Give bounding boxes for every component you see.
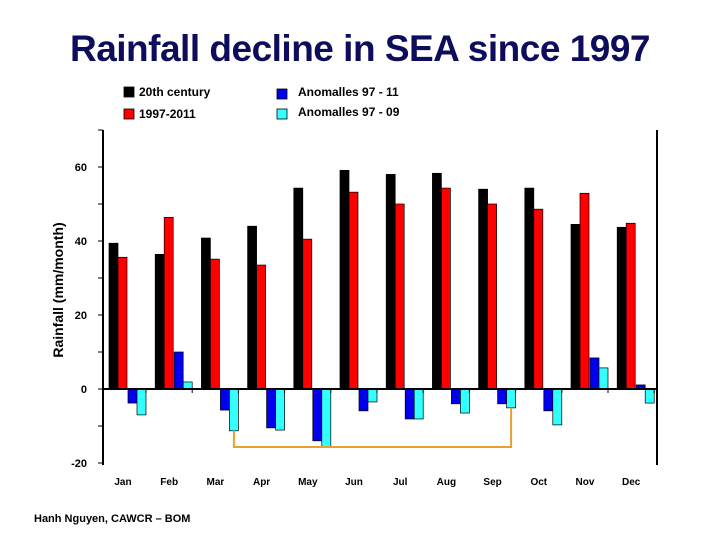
bar-feb-series-2 xyxy=(173,351,184,390)
bar-nov-series-1 xyxy=(579,192,590,390)
x-tick-label-apr: Apr xyxy=(253,477,270,488)
bar-feb-series-1 xyxy=(163,216,174,390)
bar-nov-series-0 xyxy=(570,224,581,390)
bar-aug-series-1 xyxy=(441,187,451,390)
legend-swatch-1 xyxy=(123,108,135,120)
bar-dec-series-3 xyxy=(644,388,655,404)
y-tick-label: 0 xyxy=(81,384,87,396)
bar-aug-series-3 xyxy=(460,388,470,414)
x-tick-label-jan: Jan xyxy=(114,477,131,488)
bar-may-series-2 xyxy=(312,388,323,442)
bar-jun-series-1 xyxy=(348,191,359,390)
bar-jan-series-0 xyxy=(108,242,119,390)
bar-may-series-3 xyxy=(321,388,332,448)
bar-oct-series-2 xyxy=(543,388,554,412)
legend-swatch-2 xyxy=(276,88,288,100)
legend-swatch-0 xyxy=(123,86,135,98)
bar-apr-series-1 xyxy=(256,264,266,390)
y-axis-label: Rainfall (mm/month) xyxy=(50,222,66,357)
x-tick-label-feb: Feb xyxy=(160,477,178,488)
bar-jul-series-0 xyxy=(385,174,396,390)
bar-jun-series-0 xyxy=(339,169,350,390)
bar-sep-series-1 xyxy=(487,203,497,390)
bar-jan-series-3 xyxy=(136,388,147,416)
footer-credit: Hanh Nguyen, CAWCR – BOM xyxy=(34,513,191,525)
bar-oct-series-1 xyxy=(533,208,544,390)
bar-apr-series-2 xyxy=(266,388,276,429)
bar-jun-series-3 xyxy=(367,388,378,403)
x-tick-label-aug: Aug xyxy=(437,477,456,488)
bar-jul-series-1 xyxy=(394,203,405,390)
y-tick-label: 60 xyxy=(75,162,87,174)
highlight-bracket xyxy=(232,407,513,448)
bar-sep-series-3 xyxy=(506,388,516,409)
y-tick-label: 40 xyxy=(75,236,87,248)
x-tick-label-oct: Oct xyxy=(530,477,547,488)
bar-aug-series-2 xyxy=(451,388,461,405)
bar-jul-series-2 xyxy=(404,388,415,420)
bar-mar-series-0 xyxy=(201,237,211,390)
bar-mar-series-3 xyxy=(229,388,239,432)
chart-title: Rainfall decline in SEA since 1997 xyxy=(69,28,651,69)
bar-sep-series-2 xyxy=(497,388,507,405)
bar-jun-series-2 xyxy=(358,388,369,412)
bar-may-series-1 xyxy=(302,238,313,390)
bar-aug-series-0 xyxy=(432,172,442,390)
bar-feb-series-3 xyxy=(182,381,193,390)
bar-nov-series-2 xyxy=(589,357,600,390)
bar-mar-series-1 xyxy=(210,258,220,390)
x-tick-label-nov: Nov xyxy=(576,477,595,488)
bars xyxy=(108,169,655,448)
x-tick-label-may: May xyxy=(298,477,318,488)
bar-apr-series-3 xyxy=(275,388,285,431)
x-tick-label-jul: Jul xyxy=(393,477,408,488)
x-tick-label-mar: Mar xyxy=(207,477,225,488)
bar-jan-series-2 xyxy=(127,388,138,404)
legend-label-0: 20th century xyxy=(139,85,211,99)
bar-sep-series-0 xyxy=(478,188,488,390)
bar-apr-series-0 xyxy=(247,225,257,390)
x-tick-label-dec: Dec xyxy=(622,477,641,488)
legend-label-3: Anomalles 97 - 09 xyxy=(298,105,400,119)
bar-dec-series-1 xyxy=(625,222,636,390)
legend: 20th century 1997-2011 Anomalles 97 - 11 An… xyxy=(123,85,400,121)
legend-swatch-3 xyxy=(276,108,288,120)
y-tick-label: -20 xyxy=(71,458,87,470)
legend-label-1: 1997-2011 xyxy=(139,107,196,121)
bar-dec-series-0 xyxy=(616,226,627,390)
bar-jan-series-1 xyxy=(117,256,128,390)
bar-may-series-0 xyxy=(293,187,304,390)
bar-nov-series-3 xyxy=(598,367,609,390)
bar-jul-series-3 xyxy=(413,388,424,420)
y-tick-label: 20 xyxy=(75,310,87,322)
bar-feb-series-0 xyxy=(154,253,165,390)
bar-mar-series-2 xyxy=(220,388,230,411)
x-tick-label-jun: Jun xyxy=(345,477,363,488)
axes: Jan Feb Mar Apr May Jun Jul Aug Sep Oct Nov Dec -20 0… xyxy=(71,129,658,488)
legend-label-2: Anomalles 97 - 11 xyxy=(298,85,399,99)
bar-oct-series-0 xyxy=(524,187,535,390)
bar-oct-series-3 xyxy=(552,388,563,426)
x-tick-label-sep: Sep xyxy=(483,477,501,488)
